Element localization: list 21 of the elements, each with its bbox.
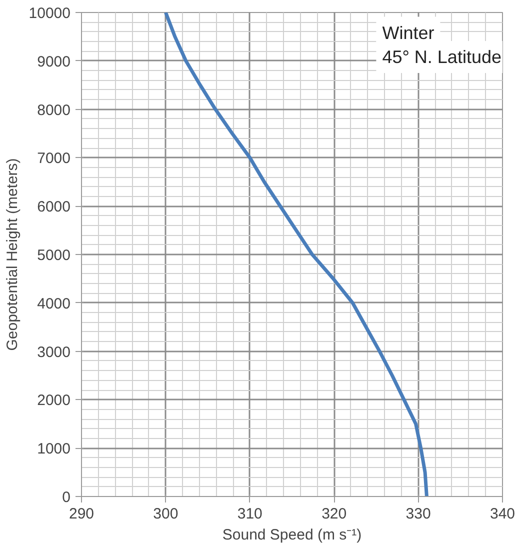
y-tick-label: 1000: [37, 440, 71, 458]
x-axis-title: Sound Speed (m s⁻¹): [222, 526, 362, 544]
x-tick-label: 310: [237, 506, 262, 522]
x-tick-label: 290: [68, 506, 94, 522]
x-tick-label: 320: [322, 506, 347, 522]
y-tick-label: 9000: [37, 53, 71, 70]
y-tick-label: 3000: [37, 344, 71, 361]
y-tick-label: 4000: [37, 295, 71, 312]
annotation: Winter: [382, 22, 434, 43]
x-tick-label: 340: [490, 506, 516, 522]
annotation: 45° N. Latitude: [382, 47, 502, 67]
y-tick-label: 0: [62, 489, 70, 506]
y-tick-label: 6000: [37, 198, 71, 216]
x-tick-label: 330: [406, 506, 431, 522]
y-tick-label: 2000: [37, 392, 71, 410]
x-tick-label: 300: [153, 506, 178, 522]
y-tick-label: 10000: [28, 5, 71, 22]
y-tick-label: 5000: [37, 247, 71, 264]
y-tick-label: 8000: [37, 102, 71, 119]
y-tick-label: 7000: [37, 150, 71, 168]
y-axis-title: Geopotential Height (meters): [4, 158, 21, 351]
